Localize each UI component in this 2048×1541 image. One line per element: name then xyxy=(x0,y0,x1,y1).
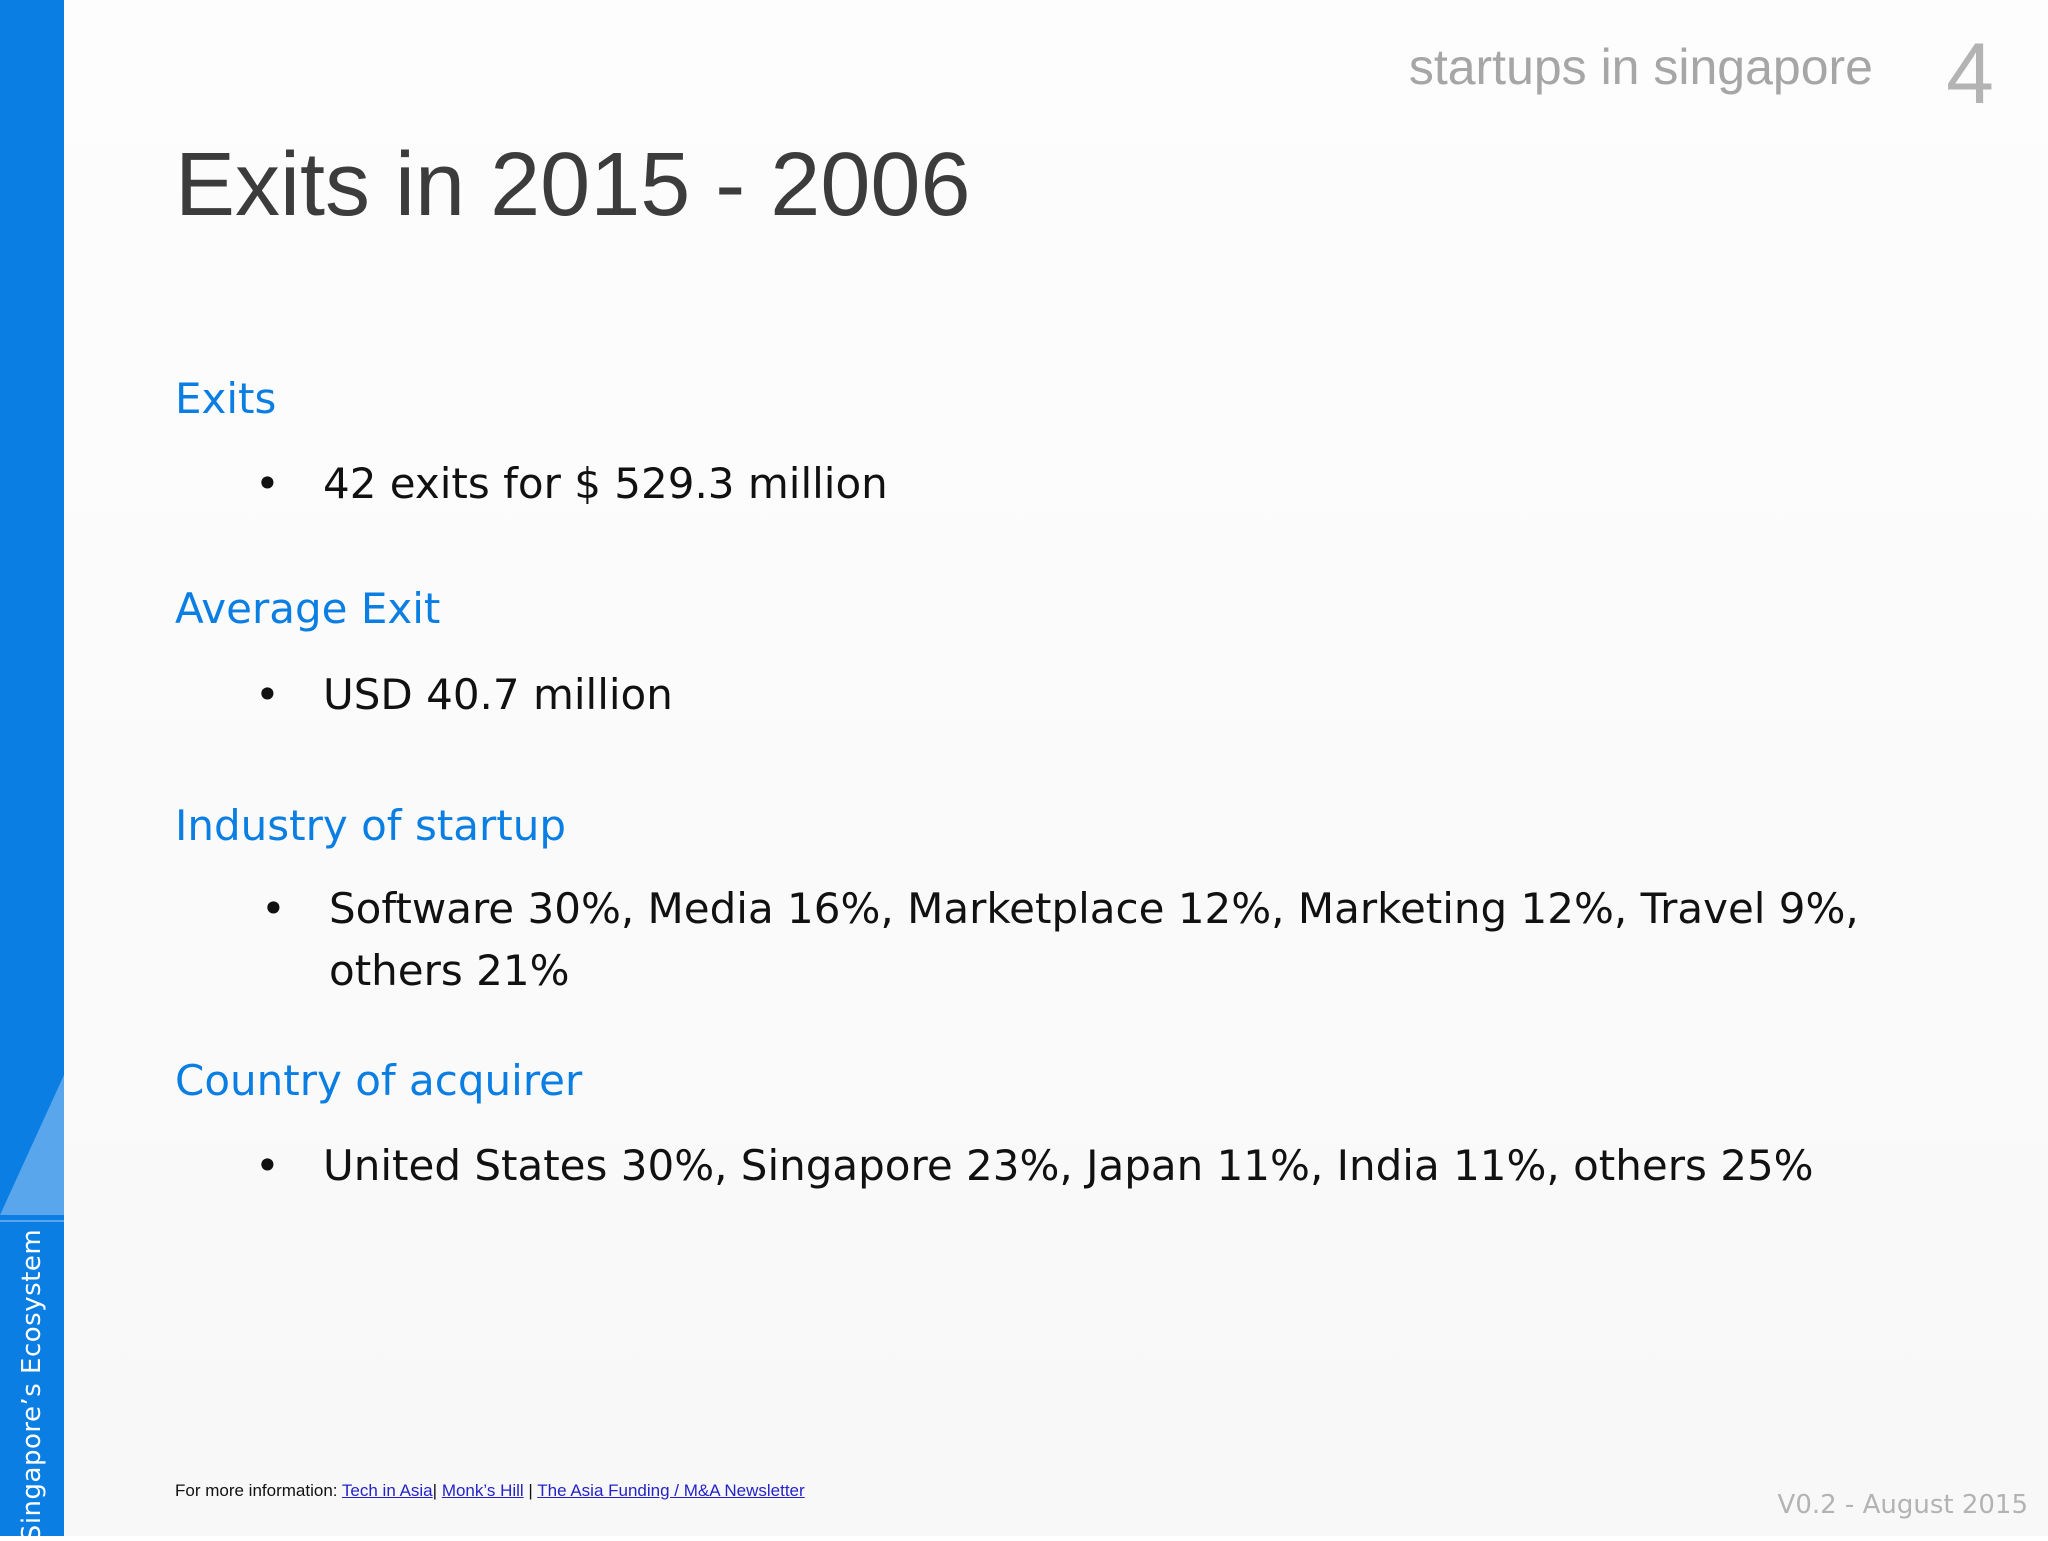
footer-separator: | xyxy=(432,1481,438,1500)
slide-title: Exits in 2015 - 2006 xyxy=(175,135,971,235)
sidebar-accent-shape xyxy=(0,1075,64,1222)
page-number: 4 xyxy=(1946,26,1994,122)
section-heading-country: Country of acquirer xyxy=(175,1056,583,1105)
link-monks-hill[interactable]: Monk’s Hill xyxy=(441,1481,524,1500)
bullet-marker: • xyxy=(255,670,280,719)
sidebar-label: Singapore’s Ecosystem xyxy=(17,1228,47,1541)
deck-topic: startups in singapore xyxy=(1408,39,1873,95)
section-heading-industry: Industry of startup xyxy=(175,801,567,850)
section-heading-exits: Exits xyxy=(175,374,277,423)
link-asia-funding-newsletter[interactable]: The Asia Funding / M&A Newsletter xyxy=(537,1481,805,1500)
sidebar-bar: Singapore’s Ecosystem xyxy=(0,0,64,1541)
bullet-text: United States 30%, Singapore 23%, Japan … xyxy=(323,1141,1814,1190)
link-tech-in-asia[interactable]: Tech in Asia xyxy=(341,1481,433,1500)
version-label: V0.2 - August 2015 xyxy=(1777,1490,2028,1520)
bullet-marker: • xyxy=(255,1141,280,1190)
footer-prefix: For more information: xyxy=(175,1481,338,1500)
footer-separator: | xyxy=(528,1481,533,1500)
bullet-text: 42 exits for $ 529.3 million xyxy=(323,459,888,508)
bullet-text: USD 40.7 million xyxy=(323,670,673,719)
footer-info: For more information: Tech in Asia| Monk… xyxy=(175,1481,805,1501)
bullet-marker: • xyxy=(261,884,286,933)
bullet-text: Software 30%, Media 16%, Marketplace 12%… xyxy=(329,884,1859,995)
bullet-marker: • xyxy=(255,459,280,508)
section-heading-average-exit: Average Exit xyxy=(175,584,441,633)
